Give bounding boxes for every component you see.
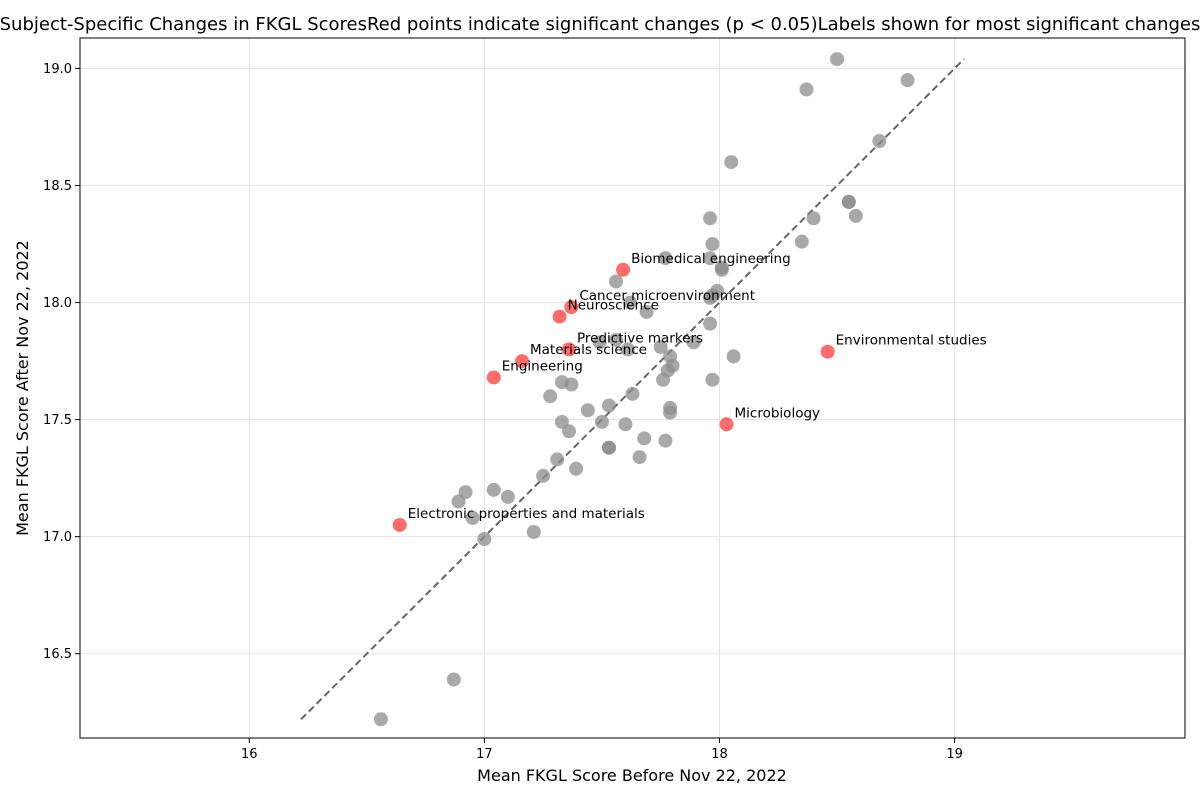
y-axis-label: Mean FKGL Score After Nov 22, 2022 bbox=[13, 240, 32, 536]
grid-layer bbox=[80, 38, 1185, 738]
data-point bbox=[632, 450, 647, 465]
significant-point bbox=[562, 342, 577, 357]
data-point bbox=[799, 82, 814, 97]
point-label: Cancer microenvironment bbox=[579, 288, 755, 304]
data-point bbox=[872, 134, 887, 149]
data-point bbox=[703, 211, 718, 226]
significant-point bbox=[515, 354, 529, 369]
data-point bbox=[714, 262, 729, 277]
annotation-layer: Biomedical engineering Cancer microenviro… bbox=[408, 251, 987, 522]
data-point bbox=[526, 524, 541, 539]
data-point bbox=[592, 335, 607, 350]
data-point bbox=[794, 234, 809, 249]
data-point bbox=[625, 386, 640, 401]
significant-point bbox=[552, 309, 567, 324]
data-point bbox=[703, 251, 718, 266]
x-tick-label: 17 bbox=[476, 747, 493, 762]
data-point bbox=[663, 405, 678, 420]
point-label: Predictive markers bbox=[577, 330, 703, 346]
data-point bbox=[806, 211, 821, 226]
data-point bbox=[601, 440, 616, 455]
data-point bbox=[486, 482, 501, 497]
data-point bbox=[609, 333, 624, 348]
data-point bbox=[705, 237, 720, 252]
significant-point bbox=[564, 300, 579, 315]
point-label: Neuroscience bbox=[568, 298, 659, 314]
point-label: Electronic properties and materials bbox=[408, 506, 645, 522]
data-point bbox=[477, 532, 492, 547]
point-label: Biomedical engineering bbox=[631, 251, 791, 267]
data-point bbox=[594, 414, 609, 429]
data-point bbox=[451, 494, 466, 509]
significant-point bbox=[820, 344, 835, 359]
data-point bbox=[724, 155, 739, 170]
data-point bbox=[726, 349, 741, 364]
data-point bbox=[446, 672, 461, 687]
data-point bbox=[536, 468, 551, 483]
point-label: Engineering bbox=[502, 358, 583, 374]
data-point bbox=[653, 340, 668, 355]
x-ticks: 16 17 18 19 bbox=[241, 738, 963, 762]
y-tick-label: 18.0 bbox=[43, 296, 72, 311]
point-label: Materials science bbox=[530, 342, 647, 358]
data-point bbox=[500, 489, 515, 504]
y-tick-label: 19.0 bbox=[43, 62, 72, 77]
x-tick-label: 18 bbox=[711, 747, 728, 762]
data-point bbox=[658, 433, 673, 448]
data-point bbox=[656, 372, 671, 387]
plot-frame bbox=[79, 37, 1186, 739]
data-point bbox=[618, 417, 633, 432]
significant-point bbox=[616, 262, 631, 277]
y-tick-label: 17.5 bbox=[43, 413, 72, 428]
significant-point bbox=[719, 417, 734, 432]
significant-points-layer bbox=[392, 262, 835, 532]
data-point bbox=[569, 461, 584, 476]
points-layer bbox=[373, 52, 915, 727]
data-point bbox=[637, 431, 652, 446]
data-point bbox=[564, 377, 579, 392]
data-point bbox=[620, 342, 635, 357]
data-point bbox=[900, 73, 915, 88]
data-point bbox=[639, 304, 654, 319]
y-ticks: 16.5 17.0 17.5 18.0 18.5 19.0 bbox=[43, 62, 80, 662]
data-point bbox=[609, 274, 624, 289]
data-point bbox=[703, 290, 718, 305]
x-tick-label: 19 bbox=[946, 747, 963, 762]
data-point bbox=[580, 403, 595, 418]
data-point bbox=[373, 712, 388, 727]
data-point bbox=[601, 398, 616, 413]
data-point bbox=[562, 424, 577, 439]
significant-point bbox=[392, 517, 407, 532]
data-point bbox=[705, 372, 720, 387]
data-point bbox=[848, 208, 863, 223]
data-point bbox=[686, 335, 701, 350]
x-tick-label: 16 bbox=[241, 747, 258, 762]
data-point bbox=[830, 52, 845, 67]
data-point bbox=[623, 295, 638, 310]
significant-point bbox=[486, 370, 501, 385]
data-point bbox=[543, 389, 558, 404]
chart-title: Subject-Specific Changes in FKGL ScoresR… bbox=[0, 14, 1200, 35]
data-point bbox=[550, 452, 565, 467]
x-axis-label: Mean FKGL Score Before Nov 22, 2022 bbox=[477, 766, 787, 785]
data-point bbox=[703, 316, 718, 331]
y-tick-label: 18.5 bbox=[43, 179, 72, 194]
y-tick-label: 17.0 bbox=[43, 530, 72, 545]
point-label: Environmental studies bbox=[836, 333, 987, 349]
point-label: Microbiology bbox=[735, 405, 820, 421]
y-tick-label: 16.5 bbox=[43, 647, 72, 662]
data-point bbox=[658, 251, 673, 266]
data-point bbox=[465, 510, 480, 525]
data-point bbox=[841, 194, 856, 209]
